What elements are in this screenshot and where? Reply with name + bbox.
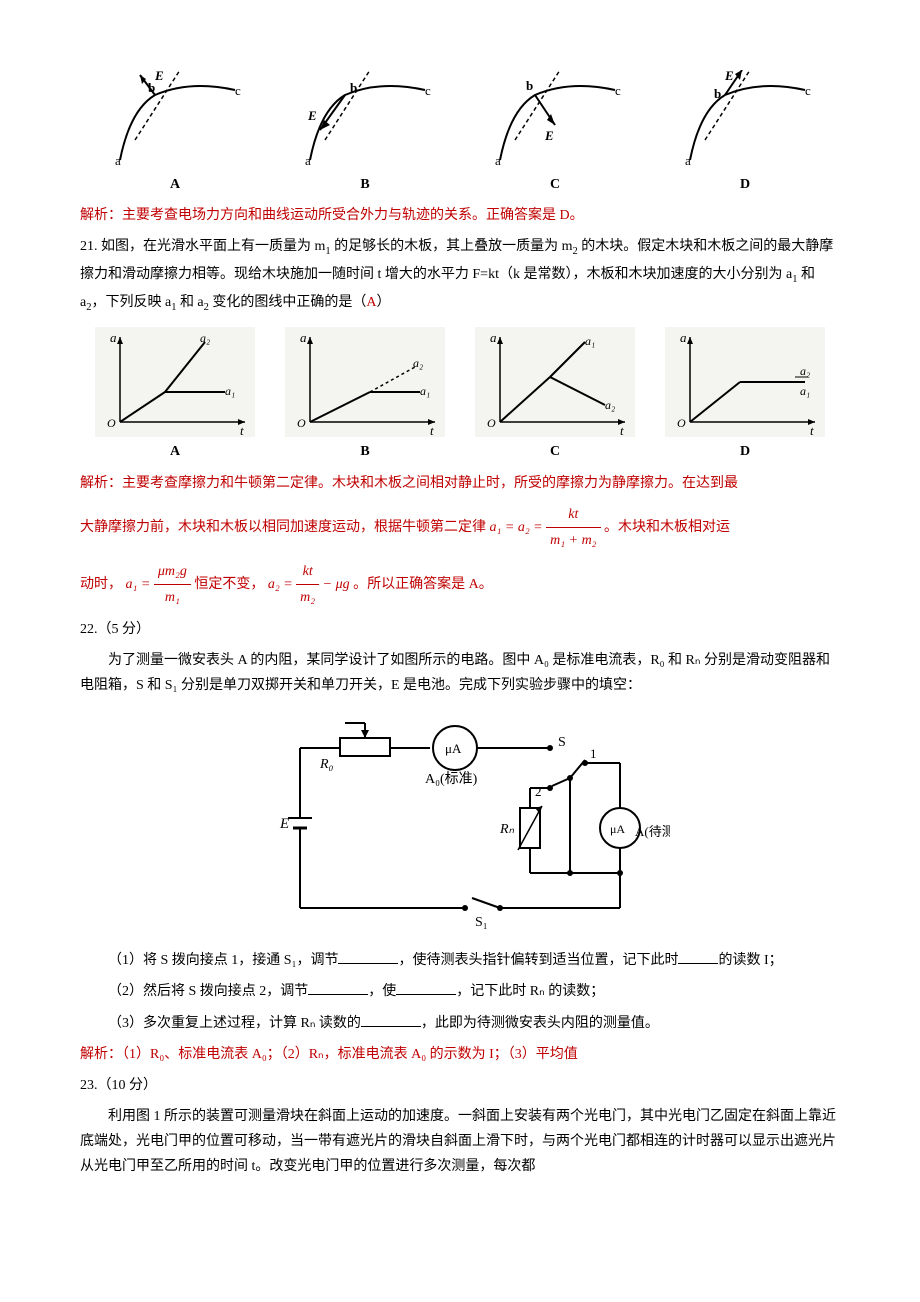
- svg-text:a₂: a₂: [200, 331, 210, 345]
- svg-text:μA: μA: [445, 741, 462, 756]
- svg-text:c: c: [805, 83, 811, 98]
- svg-text:E: E: [154, 70, 164, 83]
- svg-text:a: a: [490, 330, 497, 345]
- svg-text:a: a: [115, 153, 121, 168]
- figure-row-2: O a t a₂ a₁ A O a t a₂: [80, 327, 840, 464]
- svg-text:1: 1: [590, 746, 597, 761]
- analysis-2-line1: 解析：主要考查摩擦力和牛顿第二定律。木块和木板之间相对静止时，所受的摩擦力为静摩…: [80, 471, 840, 496]
- svg-text:O: O: [297, 416, 306, 430]
- svg-text:R₀: R₀: [319, 757, 334, 772]
- figure-row-1: a b c E A a b c E B a b c: [80, 70, 840, 197]
- analysis-3: 解析：（1）R₀、标准电流表 A₀；（2）Rₙ，标准电流表 A₀ 的示数为 I；…: [80, 1042, 840, 1067]
- svg-text:a₂: a₂: [605, 398, 615, 412]
- svg-text:a₂: a₂: [800, 364, 810, 378]
- fig-label-d: D: [670, 172, 820, 197]
- svg-text:E: E: [724, 70, 734, 83]
- svg-text:c: c: [235, 83, 241, 98]
- fig-label-a: A: [100, 172, 250, 197]
- fig-label-b: B: [290, 172, 440, 197]
- question-21: 21. 如图，在光滑水平面上有一质量为 m1 的足够长的木板，其上叠放一质量为 …: [80, 234, 840, 317]
- svg-text:S₁: S₁: [475, 915, 488, 930]
- svg-text:a: a: [685, 153, 691, 168]
- q23-p1: 利用图 1 所示的装置可测量滑块在斜面上运动的加速度。一斜面上安装有两个光电门，…: [80, 1104, 840, 1180]
- svg-text:A(待测: A(待测: [635, 824, 670, 839]
- analysis-2-line2: 大静摩擦力前，木块和木板以相同加速度运动，根据牛顿第二定律 a₁ = a₂ = …: [80, 502, 840, 553]
- fig-1d: a b c E D: [670, 70, 820, 197]
- svg-text:t: t: [620, 423, 624, 437]
- svg-text:a: a: [305, 153, 311, 168]
- svg-text:c: c: [425, 83, 431, 98]
- q22-head: 22.（5 分）: [80, 617, 840, 642]
- svg-text:a: a: [300, 330, 307, 345]
- svg-text:O: O: [107, 416, 116, 430]
- svg-text:b: b: [714, 86, 721, 101]
- eq2: a₁ = μm₂gm₁: [126, 577, 195, 592]
- blank-1: [338, 949, 398, 964]
- svg-text:A₀(标准): A₀(标准): [425, 771, 478, 787]
- svg-text:b: b: [350, 80, 357, 95]
- fig-1b: a b c E B: [290, 70, 440, 197]
- svg-text:a: a: [680, 330, 687, 345]
- svg-text:E: E: [279, 816, 289, 832]
- svg-text:t: t: [240, 423, 244, 437]
- svg-text:c: c: [615, 83, 621, 98]
- fig-2c: O a t a₁ a₂ C: [475, 327, 635, 464]
- svg-text:a₂: a₂: [413, 356, 423, 370]
- svg-text:a₁: a₁: [420, 384, 430, 398]
- q22-step3: （3）多次重复上述过程，计算 Rₙ 读数的，此即为待测微安表头内阻的测量值。: [80, 1011, 840, 1036]
- svg-text:t: t: [430, 423, 434, 437]
- svg-text:E: E: [544, 128, 554, 143]
- svg-text:a₁: a₁: [225, 384, 235, 398]
- svg-text:a₁: a₁: [800, 384, 810, 398]
- blank-2: [678, 949, 718, 964]
- analysis-1: 解析：主要考查电场力方向和曲线运动所受合外力与轨迹的关系。正确答案是 D。: [80, 203, 840, 228]
- eq3: a₂ = ktm₂ − μg: [268, 577, 353, 592]
- fig-1c: a b c E C: [480, 70, 630, 197]
- analysis-2-line3: 动时， a₁ = μm₂gm₁ 恒定不变， a₂ = ktm₂ − μg 。所以…: [80, 559, 840, 610]
- q21-answer: A: [366, 295, 376, 310]
- svg-text:a₁: a₁: [585, 334, 595, 348]
- svg-text:a: a: [495, 153, 501, 168]
- fig-1a: a b c E A: [100, 70, 250, 197]
- fig-2d: O a t a₂ a₁ D: [665, 327, 825, 464]
- svg-text:b: b: [526, 78, 533, 93]
- eq1: a₁ = a₂ = ktm₁ + m₂: [490, 520, 605, 535]
- q21-text: 21. 如图，在光滑水平面上有一质量为 m: [80, 239, 325, 254]
- fig-2b: O a t a₂ a₁ B: [285, 327, 445, 464]
- svg-text:E: E: [307, 108, 317, 123]
- fig-2a: O a t a₂ a₁ A: [95, 327, 255, 464]
- svg-text:t: t: [810, 423, 814, 437]
- circuit-diagram: R₀ μA A₀(标准) 1 2 S μA A(待测 Rₙ S₁ E: [250, 708, 670, 938]
- q23-head: 23.（10 分）: [80, 1073, 840, 1098]
- svg-text:a: a: [110, 330, 117, 345]
- blank-4: [396, 980, 456, 995]
- q22-p1: 为了测量一微安表头 A 的内阻，某同学设计了如图所示的电路。图中 A₀ 是标准电…: [80, 648, 840, 698]
- q22-step2: （2）然后将 S 拨向接点 2，调节，使，记下此时 Rₙ 的读数；: [80, 979, 840, 1004]
- svg-text:O: O: [487, 416, 496, 430]
- svg-text:O: O: [677, 416, 686, 430]
- svg-text:μA: μA: [610, 822, 625, 836]
- svg-text:S: S: [558, 735, 566, 750]
- svg-text:2: 2: [535, 784, 542, 799]
- fig-label-c: C: [480, 172, 630, 197]
- q22-step1: （1）将 S 拨向接点 1，接通 S₁，调节，使待测表头指针偏转到适当位置，记下…: [80, 948, 840, 973]
- blank-3: [308, 980, 368, 995]
- blank-5: [361, 1012, 421, 1027]
- svg-text:Rₙ: Rₙ: [499, 822, 515, 837]
